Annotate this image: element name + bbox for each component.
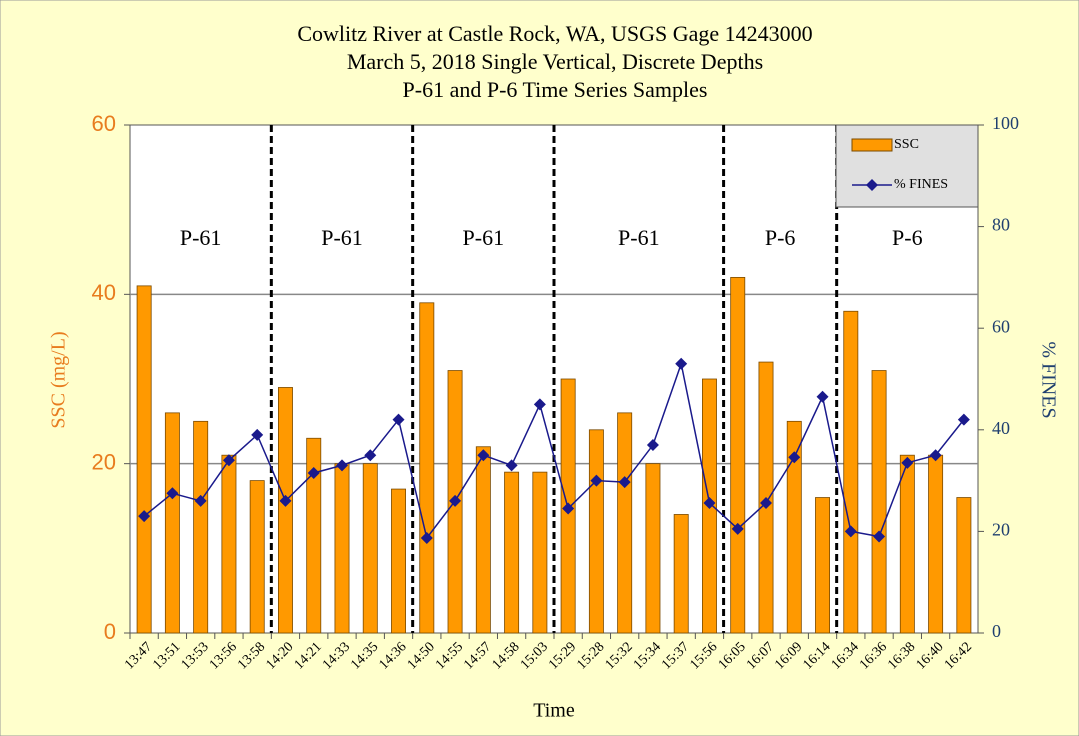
marker [307, 466, 320, 479]
marker [166, 487, 179, 500]
bar [786, 420, 802, 634]
bar [673, 514, 689, 634]
y2-axis-title: % FINES [1037, 341, 1059, 418]
marker [844, 525, 857, 538]
bar [193, 420, 209, 634]
group-label: P-61 [618, 225, 660, 250]
bar [899, 454, 915, 634]
marker [505, 459, 518, 472]
marker [901, 456, 914, 469]
marker [562, 502, 575, 515]
marker [336, 459, 348, 472]
bar [956, 497, 972, 634]
bar [730, 276, 746, 634]
chart-title: P-61 and P-6 Time Series Samples [403, 77, 708, 102]
marker [194, 494, 207, 507]
legend-label: SSC [894, 137, 919, 152]
chart-title: March 5, 2018 Single Vertical, Discrete … [347, 49, 763, 74]
legend-swatch [851, 138, 893, 152]
y-tick-label: 0 [104, 619, 116, 644]
marker [420, 532, 433, 545]
marker [957, 413, 970, 426]
marker [477, 449, 490, 462]
group-label: P-61 [180, 225, 222, 250]
group-label: P-61 [463, 225, 505, 250]
marker [590, 474, 603, 487]
bar [419, 302, 435, 634]
y2-tick-label: 40 [992, 418, 1010, 438]
bar [164, 412, 180, 634]
bar [391, 488, 407, 634]
bar [475, 446, 491, 634]
bar [136, 285, 152, 634]
bar [843, 310, 859, 634]
bar [334, 463, 350, 634]
chart-title: Cowlitz River at Castle Rock, WA, USGS G… [297, 21, 812, 46]
line [143, 360, 965, 540]
marker [675, 357, 688, 370]
bar [815, 497, 831, 634]
marker [222, 454, 235, 467]
bar [249, 480, 265, 634]
marker [251, 428, 264, 441]
bar [617, 412, 633, 634]
marker [929, 449, 942, 462]
y2-tick-label: 0 [992, 621, 1001, 641]
marker [364, 449, 377, 462]
bar [871, 370, 887, 634]
group-label: P-61 [321, 225, 363, 250]
marker [533, 398, 546, 411]
bar [928, 454, 944, 634]
bar [362, 463, 378, 634]
y-axis-title: SSC (mg/L) [48, 331, 70, 428]
marker [816, 390, 829, 403]
marker [731, 522, 744, 535]
marker [392, 413, 405, 426]
y2-tick-label: 60 [992, 316, 1010, 336]
bar [277, 387, 293, 634]
marker [788, 451, 801, 464]
legend-marker [866, 179, 878, 191]
bar [306, 437, 322, 634]
bar [532, 471, 548, 634]
legend-label: % FINES [894, 177, 948, 192]
y-tick-label: 20 [92, 449, 116, 474]
marker [138, 510, 151, 523]
marker [618, 476, 631, 489]
x-axis-title: Time [533, 700, 575, 722]
marker [279, 494, 292, 507]
marker [760, 496, 772, 509]
y-tick-label: 40 [92, 280, 116, 305]
group-label: P-6 [765, 225, 796, 250]
bar [645, 463, 661, 634]
y-tick-label: 60 [92, 111, 116, 136]
marker [646, 439, 659, 452]
y2-tick-label: 20 [992, 520, 1010, 540]
bar [588, 429, 604, 634]
marker [703, 496, 716, 509]
y2-tick-label: 80 [992, 215, 1010, 235]
bar [221, 454, 237, 634]
marker [449, 494, 462, 507]
bar [504, 471, 520, 634]
group-label: P-6 [892, 225, 923, 250]
y2-tick-label: 100 [992, 113, 1019, 133]
marker [873, 530, 886, 543]
